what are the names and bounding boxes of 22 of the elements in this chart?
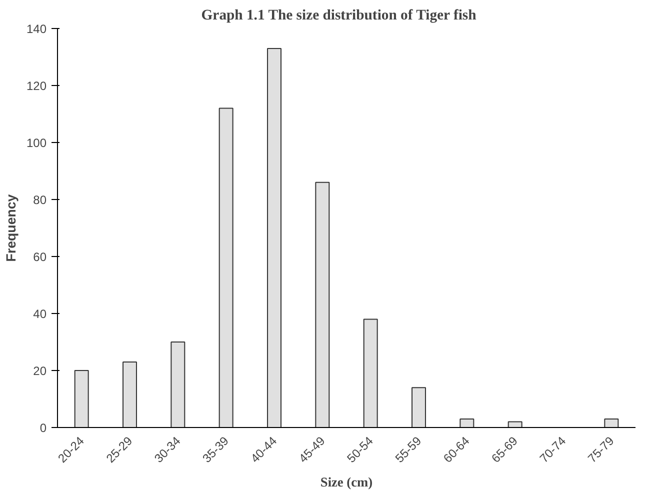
bar [218,108,234,428]
bar [508,421,522,428]
bar [267,48,282,428]
x-axis-title: Size (cm) [320,474,373,490]
bar [604,418,619,428]
chart-title: Graph 1.1 The size distribution of Tiger fish [201,8,476,24]
y-tick-label: 60 [33,250,47,264]
bar [170,342,186,428]
y-tick-label: 40 [33,307,47,321]
y-tick-label: 100 [26,136,47,150]
y-axis-title: Frequency [3,194,18,262]
bar [315,182,330,428]
y-tick-label: 20 [33,364,47,378]
y-tick-label: 80 [33,193,47,207]
bar [412,387,426,428]
bar [74,370,89,428]
y-tick-label: 140 [26,22,47,36]
bar [363,318,378,428]
bar [122,361,137,428]
y-tick-label: 120 [26,79,47,93]
y-tick-label: 0 [40,421,47,435]
bar [460,418,474,428]
